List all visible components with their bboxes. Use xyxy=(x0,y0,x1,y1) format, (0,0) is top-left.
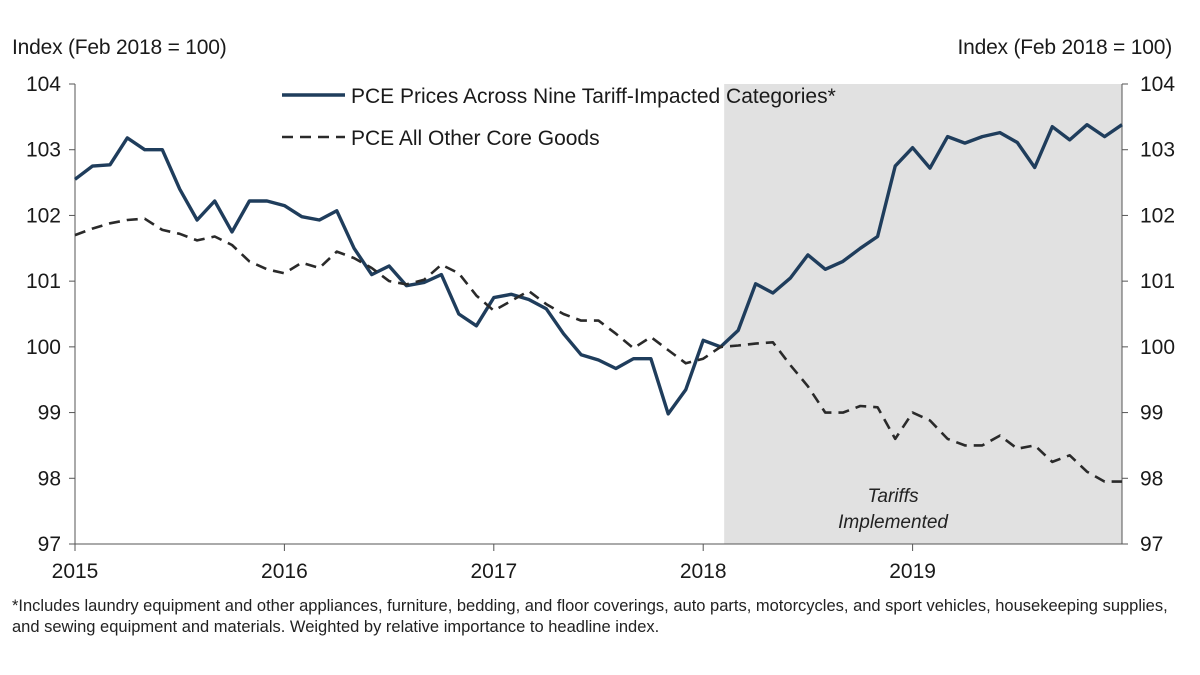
y-tick-label-left: 100 xyxy=(26,336,61,359)
legend-label-2: PCE All Other Core Goods xyxy=(351,127,600,150)
series-line-other-core-goods xyxy=(74,217,1122,483)
y-tick-label-left: 102 xyxy=(26,204,61,227)
y-tick-label-left: 104 xyxy=(26,73,61,96)
legend-label-1: PCE Prices Across Nine Tariff-Impacted C… xyxy=(351,85,836,108)
x-tick-label: 2016 xyxy=(261,560,308,583)
y-tick-label-right: 104 xyxy=(1140,73,1175,96)
y-tick-label-right: 99 xyxy=(1140,402,1163,425)
y-tick-label-left: 99 xyxy=(38,402,61,425)
x-tick-label: 2017 xyxy=(470,560,517,583)
y-tick-label-left: 101 xyxy=(26,270,61,293)
y-tick-label-left: 97 xyxy=(38,533,61,556)
y-tick-label-left: 98 xyxy=(38,467,61,490)
tariffs-label-line1: Tariffs xyxy=(868,486,920,507)
y-tick-label-right: 102 xyxy=(1140,204,1175,227)
footnote: *Includes laundry equipment and other ap… xyxy=(12,597,1168,636)
y-tick-label-right: 97 xyxy=(1140,533,1163,556)
y-tick-label-right: 103 xyxy=(1140,139,1175,162)
y-tick-label-right: 100 xyxy=(1140,336,1175,359)
left-axis-title: Index (Feb 2018 = 100) xyxy=(12,36,227,59)
x-tick-label: 2015 xyxy=(52,560,99,583)
tariffs-label-line2: Implemented xyxy=(838,512,949,533)
tariff-shaded-region xyxy=(724,84,1122,544)
x-tick-label: 2019 xyxy=(889,560,936,583)
x-tick-label: 2018 xyxy=(680,560,727,583)
series-line-tariff-categories xyxy=(73,122,1123,416)
right-axis-title: Index (Feb 2018 = 100) xyxy=(957,36,1172,59)
y-tick-label-right: 98 xyxy=(1140,467,1163,490)
y-tick-label-right: 101 xyxy=(1140,270,1175,293)
y-tick-label-left: 103 xyxy=(26,139,61,162)
